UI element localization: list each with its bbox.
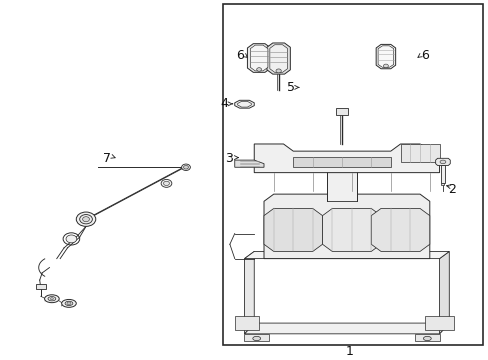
Ellipse shape [50,298,53,300]
Polygon shape [335,108,347,115]
Polygon shape [244,323,448,334]
Text: 6: 6 [235,49,243,62]
Ellipse shape [44,295,59,303]
Polygon shape [377,46,393,67]
Polygon shape [234,160,264,167]
Polygon shape [264,208,322,251]
Polygon shape [244,334,268,341]
Text: 3: 3 [224,152,232,165]
Text: 2: 2 [447,183,455,196]
Ellipse shape [383,64,387,68]
Text: 7: 7 [103,152,111,165]
Polygon shape [247,44,270,72]
Polygon shape [327,158,356,201]
Text: 5: 5 [286,81,294,94]
Ellipse shape [439,160,445,164]
Polygon shape [424,316,453,330]
Ellipse shape [256,68,261,71]
Polygon shape [370,208,429,251]
Polygon shape [250,45,267,71]
Polygon shape [439,251,448,334]
Polygon shape [322,208,380,251]
Polygon shape [234,316,259,330]
Ellipse shape [67,302,71,305]
Text: 6: 6 [420,49,428,62]
Ellipse shape [76,212,96,226]
Bar [222,4,483,345]
Ellipse shape [161,179,171,187]
Ellipse shape [423,336,430,341]
Ellipse shape [163,181,169,185]
Polygon shape [244,251,448,258]
Polygon shape [266,43,290,74]
Polygon shape [435,158,449,166]
Ellipse shape [48,297,56,301]
Ellipse shape [66,235,77,243]
Polygon shape [254,144,439,173]
Polygon shape [441,183,444,185]
Polygon shape [264,194,429,258]
Polygon shape [237,102,251,107]
Ellipse shape [252,336,260,341]
Polygon shape [234,100,254,108]
Ellipse shape [183,166,188,169]
Polygon shape [293,157,390,167]
Polygon shape [269,45,287,72]
Ellipse shape [275,69,281,73]
Polygon shape [414,334,439,341]
Ellipse shape [80,215,92,224]
Text: 1: 1 [345,345,352,357]
Text: 4: 4 [220,97,227,111]
Ellipse shape [61,300,76,307]
Polygon shape [400,144,439,162]
Polygon shape [375,44,395,69]
Ellipse shape [181,164,190,171]
Ellipse shape [82,217,89,222]
Polygon shape [244,251,254,334]
Polygon shape [440,166,445,183]
Ellipse shape [65,301,73,306]
Polygon shape [36,284,45,289]
